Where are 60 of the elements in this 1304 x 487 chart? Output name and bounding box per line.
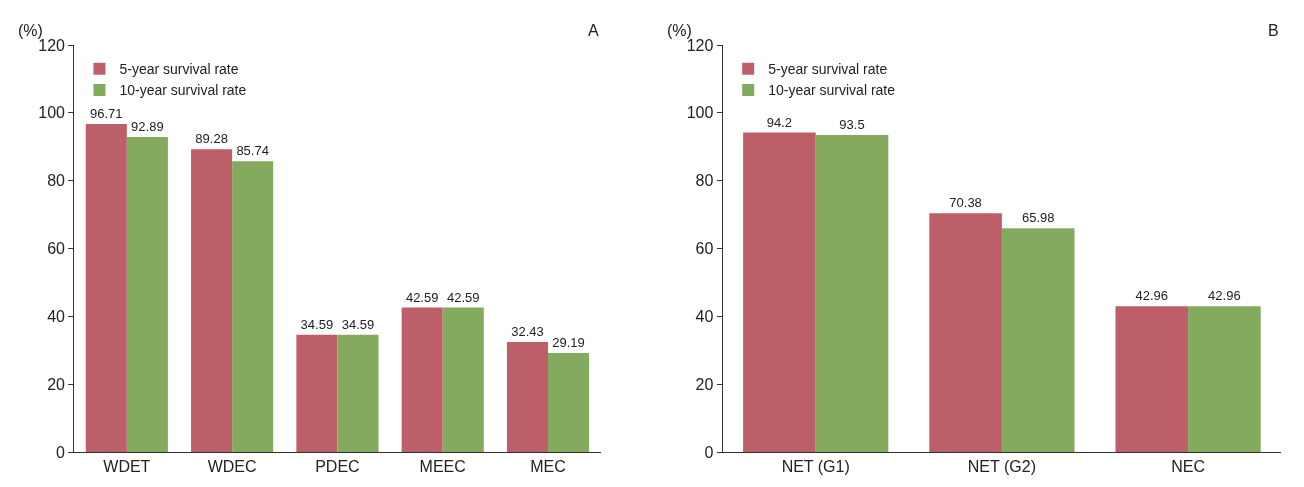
chart-title: B bbox=[1268, 22, 1279, 39]
data-label: 42.96 bbox=[1135, 288, 1169, 304]
x-tick-label: MEEC bbox=[419, 458, 466, 476]
x-tick-label: WDEC bbox=[207, 458, 257, 476]
bar bbox=[401, 307, 443, 452]
y-tick-label: 0 bbox=[56, 443, 66, 461]
x-tick-label: PDEC bbox=[315, 458, 360, 476]
data-label: 89.28 bbox=[195, 131, 228, 147]
legend-label: 5-year survival rate bbox=[119, 61, 239, 78]
data-label: 34.59 bbox=[300, 316, 334, 332]
data-label: 92.89 bbox=[131, 118, 164, 134]
chart-title: A bbox=[588, 22, 599, 39]
bar bbox=[232, 161, 274, 452]
data-label: 34.59 bbox=[341, 316, 375, 332]
data-label: 42.59 bbox=[405, 289, 439, 305]
bar bbox=[506, 342, 548, 452]
data-label: 96.71 bbox=[90, 105, 123, 121]
y-tick-label: 80 bbox=[695, 172, 714, 190]
x-tick-label: NET (G1) bbox=[781, 458, 850, 476]
bar bbox=[126, 136, 168, 452]
y-tick-label: 0 bbox=[704, 443, 714, 461]
data-label: 32.43 bbox=[511, 324, 544, 340]
y-tick-label: 40 bbox=[47, 307, 66, 325]
data-label: 94.2 bbox=[766, 114, 793, 130]
y-tick-label: 80 bbox=[47, 172, 66, 190]
bar bbox=[85, 123, 127, 452]
y-tick-label: 60 bbox=[695, 240, 714, 258]
bar bbox=[1188, 306, 1261, 452]
x-tick-label: WDET bbox=[103, 458, 151, 476]
y-tick-label: 100 bbox=[686, 104, 714, 122]
y-tick-label: 40 bbox=[695, 307, 714, 325]
bar bbox=[929, 213, 1002, 452]
bar bbox=[296, 334, 338, 452]
bar bbox=[548, 353, 590, 452]
bar bbox=[815, 134, 889, 452]
y-axis-title: (%) bbox=[18, 22, 43, 39]
data-label: 42.96 bbox=[1208, 288, 1241, 304]
x-tick-label: MEC bbox=[530, 458, 566, 476]
y-tick-label: 20 bbox=[47, 375, 66, 393]
legend-label: 10-year survival rate bbox=[768, 82, 896, 99]
bar bbox=[442, 307, 484, 452]
y-axis-title: (%) bbox=[667, 22, 692, 39]
data-label: 29.19 bbox=[552, 335, 585, 350]
data-label: 85.74 bbox=[236, 143, 269, 159]
bar bbox=[337, 334, 379, 452]
data-label: 70.38 bbox=[949, 195, 982, 211]
bar bbox=[1115, 306, 1189, 452]
legend-label: 5-year survival rate bbox=[768, 61, 888, 78]
x-tick-label: NEC bbox=[1171, 458, 1205, 476]
x-tick-label: NET (G2) bbox=[967, 458, 1036, 476]
y-tick-label: 100 bbox=[38, 104, 66, 122]
data-label: 65.98 bbox=[1021, 210, 1055, 226]
bar bbox=[1001, 228, 1075, 452]
legend-label: 10-year survival rate bbox=[119, 82, 247, 99]
data-label: 42.59 bbox=[446, 289, 480, 305]
bar bbox=[191, 149, 233, 452]
data-label: 93.5 bbox=[839, 116, 865, 132]
bar bbox=[743, 132, 816, 452]
y-tick-label: 20 bbox=[695, 375, 714, 393]
y-tick-label: 60 bbox=[47, 240, 66, 258]
